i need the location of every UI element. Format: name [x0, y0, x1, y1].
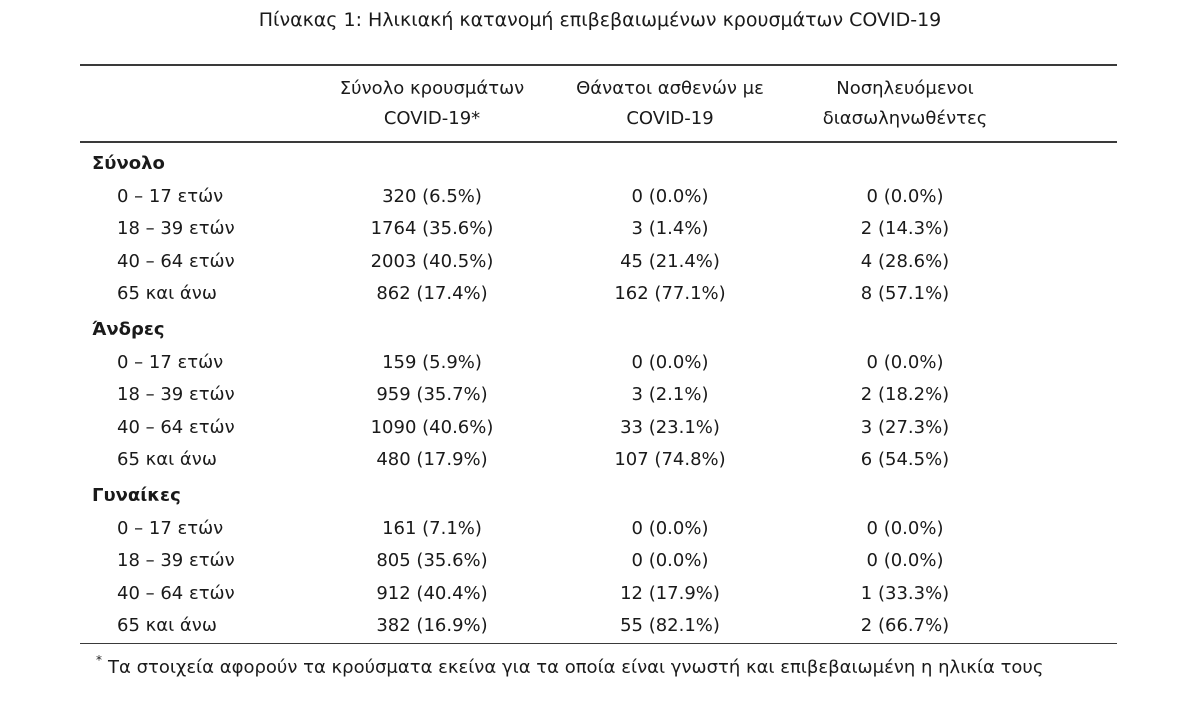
table-row: 18 – 39 ετών 959 (35.7%) 3 (2.1%) 2 (18.… — [0, 378, 1200, 411]
deaths-cell: 33 (23.1%) — [620, 417, 720, 438]
deaths-cell: 12 (17.9%) — [620, 583, 720, 604]
column-header-intubated: Νοσηλευόμενοι διασωληνωθέντες — [793, 74, 1017, 134]
cases-cell: 480 (17.9%) — [376, 449, 488, 470]
cases-cell: 959 (35.7%) — [376, 384, 488, 405]
table-row: 65 και άνω 480 (17.9%) 107 (74.8%) 6 (54… — [0, 443, 1200, 476]
cases-cell: 382 (16.9%) — [376, 615, 488, 636]
intubated-cell: 2 (14.3%) — [860, 218, 950, 239]
table-bottom-rule — [80, 643, 1117, 644]
column-header-line: Σύνολο κρουσμάτων — [339, 78, 525, 99]
table-row: 18 – 39 ετών 1764 (35.6%) 3 (1.4%) 2 (14… — [0, 212, 1200, 245]
deaths-cell: 3 (1.4%) — [631, 218, 709, 239]
deaths-cell: 0 (0.0%) — [631, 352, 709, 373]
cases-cell: 320 (6.5%) — [382, 186, 482, 207]
cases-cell: 912 (40.4%) — [376, 583, 488, 604]
intubated-cell: 0 (0.0%) — [866, 186, 944, 207]
intubated-cell: 0 (0.0%) — [866, 550, 944, 571]
table-footnote: * Τα στοιχεία αφορούν τα κρούσματα εκείνα… — [96, 646, 1043, 684]
intubated-cell: 0 (0.0%) — [866, 518, 944, 539]
cases-cell: 159 (5.9%) — [382, 352, 482, 373]
age-group-cell: 18 – 39 ετών — [117, 384, 235, 405]
column-header-deaths: Θάνατοι ασθενών με COVID-19 — [556, 74, 784, 134]
group-label: Άνδρες — [92, 319, 165, 340]
footnote-marker: * — [96, 653, 102, 667]
cases-cell: 862 (17.4%) — [376, 283, 488, 304]
table-row: 65 και άνω 862 (17.4%) 162 (77.1%) 8 (57… — [0, 277, 1200, 310]
intubated-cell: 2 (66.7%) — [860, 615, 950, 636]
deaths-cell: 0 (0.0%) — [631, 186, 709, 207]
deaths-cell: 0 (0.0%) — [631, 550, 709, 571]
age-group-cell: 0 – 17 ετών — [117, 518, 224, 539]
column-header-line: Νοσηλευόμενοι — [836, 78, 974, 99]
deaths-cell: 55 (82.1%) — [620, 615, 720, 636]
age-group-cell: 0 – 17 ετών — [117, 186, 224, 207]
age-group-cell: 40 – 64 ετών — [117, 583, 235, 604]
column-header-line: COVID-19 — [626, 108, 714, 129]
table-row: 0 – 17 ετών 161 (7.1%) 0 (0.0%) 0 (0.0%) — [0, 512, 1200, 545]
column-header-total-cases: Σύνολο κρουσμάτων COVID-19* — [318, 74, 546, 134]
cases-cell: 2003 (40.5%) — [370, 251, 494, 272]
table-title: Πίνακας 1: Ηλικιακή κατανομή επιβεβαιωμέ… — [258, 9, 942, 31]
deaths-cell: 0 (0.0%) — [631, 518, 709, 539]
cases-cell: 1090 (40.6%) — [370, 417, 494, 438]
group-label: Γυναίκες — [92, 485, 181, 506]
deaths-cell: 3 (2.1%) — [631, 384, 709, 405]
age-group-cell: 65 και άνω — [117, 283, 217, 304]
intubated-cell: 3 (27.3%) — [860, 417, 950, 438]
cases-cell: 161 (7.1%) — [382, 518, 482, 539]
age-group-cell: 40 – 64 ετών — [117, 251, 235, 272]
group-header-total: Σύνολο — [0, 147, 1200, 180]
intubated-cell: 4 (28.6%) — [860, 251, 950, 272]
column-header-line: διασωληνωθέντες — [822, 108, 988, 129]
table-row: 40 – 64 ετών 1090 (40.6%) 33 (23.1%) 3 (… — [0, 411, 1200, 444]
cases-cell: 1764 (35.6%) — [370, 218, 494, 239]
column-header-line: Θάνατοι ασθενών με — [576, 78, 764, 99]
age-group-cell: 40 – 64 ετών — [117, 417, 235, 438]
age-group-cell: 18 – 39 ετών — [117, 218, 235, 239]
age-group-cell: 0 – 17 ετών — [117, 352, 224, 373]
cases-cell: 805 (35.6%) — [376, 550, 488, 571]
age-group-cell: 65 και άνω — [117, 449, 217, 470]
deaths-cell: 162 (77.1%) — [614, 283, 726, 304]
table-row: 0 – 17 ετών 320 (6.5%) 0 (0.0%) 0 (0.0%) — [0, 180, 1200, 213]
group-header-men: Άνδρες — [0, 313, 1200, 346]
table-row: 40 – 64 ετών 2003 (40.5%) 45 (21.4%) 4 (… — [0, 245, 1200, 278]
table-row: 0 – 17 ετών 159 (5.9%) 0 (0.0%) 0 (0.0%) — [0, 346, 1200, 379]
deaths-cell: 107 (74.8%) — [614, 449, 726, 470]
intubated-cell: 1 (33.3%) — [860, 583, 950, 604]
footnote-text: Τα στοιχεία αφορούν τα κρούσματα εκείνα … — [108, 657, 1044, 678]
age-group-cell: 18 – 39 ετών — [117, 550, 235, 571]
intubated-cell: 2 (18.2%) — [860, 384, 950, 405]
group-header-women: Γυναίκες — [0, 479, 1200, 512]
column-header-line: COVID-19* — [383, 108, 481, 129]
age-group-cell: 65 και άνω — [117, 615, 217, 636]
table-row: 18 – 39 ετών 805 (35.6%) 0 (0.0%) 0 (0.0… — [0, 544, 1200, 577]
deaths-cell: 45 (21.4%) — [620, 251, 720, 272]
intubated-cell: 6 (54.5%) — [860, 449, 950, 470]
intubated-cell: 8 (57.1%) — [860, 283, 950, 304]
table-row: 65 και άνω 382 (16.9%) 55 (82.1%) 2 (66.… — [0, 609, 1200, 642]
table-row: 40 – 64 ετών 912 (40.4%) 12 (17.9%) 1 (3… — [0, 577, 1200, 610]
group-label: Σύνολο — [92, 153, 165, 174]
table-top-rule — [80, 64, 1117, 66]
intubated-cell: 0 (0.0%) — [866, 352, 944, 373]
table-header-rule — [80, 141, 1117, 143]
